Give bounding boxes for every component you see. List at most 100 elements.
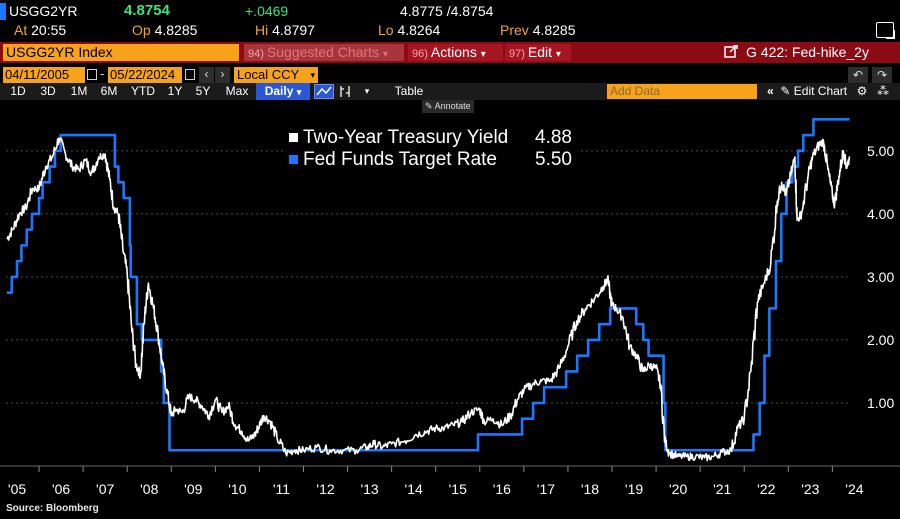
start-date-field[interactable]: 04/11/2005: [3, 67, 85, 83]
edit-label: Edit: [527, 44, 553, 60]
popout-icon[interactable]: [724, 44, 738, 58]
quote-prev: Prev 4.8285: [500, 22, 576, 38]
actions-menu[interactable]: 96) Actions ▾: [408, 44, 503, 61]
suggested-charts-label: Suggested Charts: [266, 44, 379, 60]
x-tick-label: '12: [316, 481, 334, 497]
gear-icon[interactable]: ⚙: [856, 84, 868, 98]
chevron-down-icon: ▾: [296, 87, 302, 97]
y-tick-label: 5.00: [867, 143, 894, 159]
x-tick-label: '14: [405, 481, 423, 497]
edit-chart-label: Edit Chart: [793, 84, 848, 98]
magic-wand-icon[interactable]: ⁂: [877, 84, 889, 98]
calendar-icon[interactable]: [87, 69, 97, 80]
quote-time-value: 20:55: [31, 22, 67, 38]
y-axis: 1.00 2.00 3.00 4.00 5.00: [867, 143, 894, 411]
chevron-down-icon[interactable]: ▾: [364, 86, 370, 96]
x-tick-label: '11: [273, 481, 290, 497]
x-tick-label: '22: [757, 481, 775, 497]
period-5y[interactable]: 5Y: [195, 84, 211, 98]
period-1d[interactable]: 1D: [10, 84, 26, 98]
chart-name[interactable]: G 422: Fed-hike_2y: [724, 44, 869, 61]
x-tick-label: '09: [184, 481, 202, 497]
x-axis: '05 '06 '07 '08 '09 '10 '11 '12 '13 '14 '15 '16 '17 '…: [0, 465, 900, 497]
table-button[interactable]: Table: [394, 84, 424, 98]
chart-name-label: G 422: Fed-hike_2y: [746, 44, 869, 60]
quote-ticker[interactable]: USGG2YR: [9, 3, 78, 19]
legend-series-name: Fed Funds Target Rate: [303, 149, 497, 170]
x-tick-label: '18: [581, 481, 599, 497]
frequency-label: Daily: [264, 84, 294, 98]
redo-icon[interactable]: ↷: [872, 67, 892, 83]
quote-open: Op 4.8285: [132, 22, 197, 38]
yield-chart: 1.002.003.004.005.00 '05'06'07'08'09'10 '…: [0, 118, 900, 497]
quote-last-price: 4.8754: [124, 2, 170, 19]
x-tick-label: '06: [52, 481, 70, 497]
edit-chart-button[interactable]: « ✎ Edit Chart: [767, 83, 847, 100]
quote-prev-label: Prev: [500, 22, 529, 38]
legend-swatch: [289, 133, 298, 142]
quote-open-label: Op: [132, 22, 151, 38]
quote-open-value: 4.8285: [154, 22, 198, 38]
x-tick-label: '21: [713, 481, 731, 497]
calendar-icon[interactable]: [185, 69, 195, 80]
suggested-charts-number: 94): [248, 48, 264, 60]
frequency-select[interactable]: Daily ▾: [256, 83, 310, 100]
quote-bar: USGG2YR 4.8754 +.0469 4.8775 /4.8754 At …: [0, 0, 900, 42]
chevron-left-icon[interactable]: ‹: [199, 67, 214, 83]
actions-label: Actions: [430, 44, 477, 60]
series-lines: [6, 118, 851, 462]
add-data-input[interactable]: Add Data: [607, 84, 757, 99]
x-tick-label: '17: [537, 481, 555, 497]
annotate-button[interactable]: ✎ Annotate: [422, 100, 474, 113]
period-ytd[interactable]: YTD: [131, 84, 155, 98]
legend-box: [284, 123, 580, 173]
expand-icon[interactable]: [876, 22, 895, 39]
edit-menu[interactable]: 97) Edit ▾: [505, 44, 571, 61]
pencil-icon: ✎: [425, 101, 433, 111]
command-bar: USGG2YR Index 94) Suggested Charts ▾ 96) A…: [0, 42, 900, 63]
currency-label: Local CCY: [237, 67, 300, 82]
legend: Two-Year Treasury Yield 4.88 Fed Funds Tar…: [284, 123, 580, 173]
x-tick-label: '16: [493, 481, 511, 497]
period-max[interactable]: Max: [225, 84, 249, 98]
candlestick-icon[interactable]: [336, 84, 356, 99]
x-tick-label: '07: [96, 481, 114, 497]
end-date-field[interactable]: 05/22/2024: [108, 67, 182, 83]
annotate-label: Annotate: [434, 101, 471, 111]
x-tick-label: '23: [801, 481, 819, 497]
chevron-right-icon[interactable]: ›: [215, 67, 230, 83]
date-separator: -: [100, 66, 105, 81]
chevron-down-icon: ▾: [310, 70, 315, 80]
x-tick-label: '24: [845, 481, 863, 497]
fed-funds-line: [6, 118, 850, 452]
quote-change: +.0469: [245, 3, 289, 19]
x-tick-label: '15: [449, 481, 467, 497]
chevron-down-icon: ▾: [382, 49, 388, 60]
y-tick-label: 2.00: [867, 332, 894, 348]
quote-time-label: At: [14, 22, 28, 38]
ticker-marker: [0, 3, 6, 20]
period-1m[interactable]: 1M: [70, 84, 88, 98]
currency-select[interactable]: Local CCY ▾: [234, 67, 318, 83]
quote-time: At 20:55: [14, 22, 66, 38]
security-field[interactable]: USGG2YR Index: [3, 44, 239, 61]
legend-series-name: Two-Year Treasury Yield: [303, 127, 508, 148]
legend-series-value: 5.50: [535, 149, 572, 170]
y-tick-label: 4.00: [867, 206, 894, 222]
date-bar: 04/11/2005 - 05/22/2024 ‹ › Local CCY ▾ ↶…: [0, 66, 900, 84]
legend-series-value: 4.88: [535, 127, 572, 148]
period-1y[interactable]: 1Y: [167, 84, 183, 98]
quote-high-value: 4.8797: [272, 22, 315, 38]
legend-swatch: [289, 155, 298, 164]
line-chart-icon[interactable]: [314, 84, 334, 99]
period-3d[interactable]: 3D: [40, 84, 56, 98]
x-tick-label: '05: [8, 481, 26, 497]
x-tick-label: '10: [228, 481, 246, 497]
period-6m[interactable]: 6M: [100, 84, 118, 98]
quote-low: Lo 4.8264: [378, 22, 440, 38]
quote-prev-value: 4.8285: [532, 22, 576, 38]
undo-icon[interactable]: ↶: [848, 67, 868, 83]
yield-line: [6, 137, 851, 462]
suggested-charts-menu[interactable]: 94) Suggested Charts ▾: [244, 44, 404, 61]
collapse-icon[interactable]: «: [767, 84, 774, 98]
